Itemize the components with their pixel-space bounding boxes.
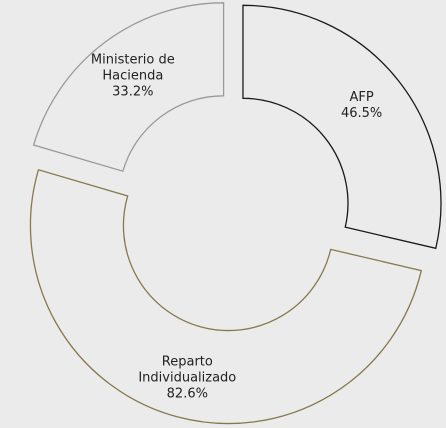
donut-segment: [29, 168, 423, 425]
value-label: 33.2%: [112, 85, 153, 100]
category-label: AFP: [350, 90, 374, 105]
category-label: Ministerio de Hacienda: [91, 53, 175, 84]
category-label: Reparto Individualizado: [138, 355, 236, 386]
value-label: 46.5%: [341, 106, 382, 121]
value-label: 82.6%: [167, 387, 208, 402]
donut-segment: [32, 2, 225, 173]
donut-segment: [242, 4, 442, 250]
